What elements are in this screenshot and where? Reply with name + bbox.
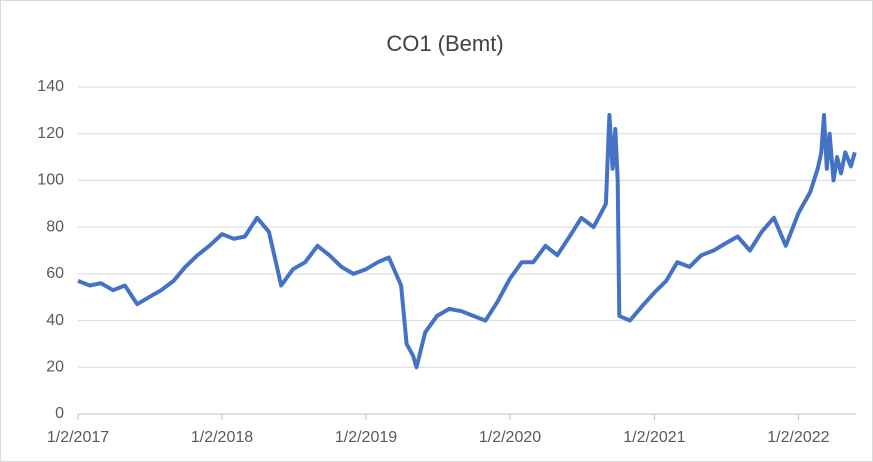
x-tick-label: 1/2/2021 bbox=[623, 429, 685, 446]
x-tick-label: 1/2/2022 bbox=[767, 429, 829, 446]
y-tick-label: 20 bbox=[46, 359, 64, 376]
y-tick-label: 0 bbox=[55, 405, 64, 422]
y-tick-label: 80 bbox=[46, 218, 64, 235]
x-tick-label: 1/2/2018 bbox=[191, 429, 253, 446]
chart-title: CO1 (Bemt) bbox=[386, 31, 503, 56]
x-tick-label: 1/2/2019 bbox=[335, 429, 397, 446]
y-tick-label: 60 bbox=[46, 265, 64, 282]
y-tick-label: 140 bbox=[37, 78, 64, 95]
y-tick-label: 40 bbox=[46, 312, 64, 329]
y-tick-label: 100 bbox=[37, 172, 64, 189]
y-tick-label: 120 bbox=[37, 125, 64, 142]
x-tick-label: 1/2/2020 bbox=[479, 429, 541, 446]
x-tick-label: 1/2/2017 bbox=[47, 429, 109, 446]
data-line bbox=[77, 113, 857, 370]
